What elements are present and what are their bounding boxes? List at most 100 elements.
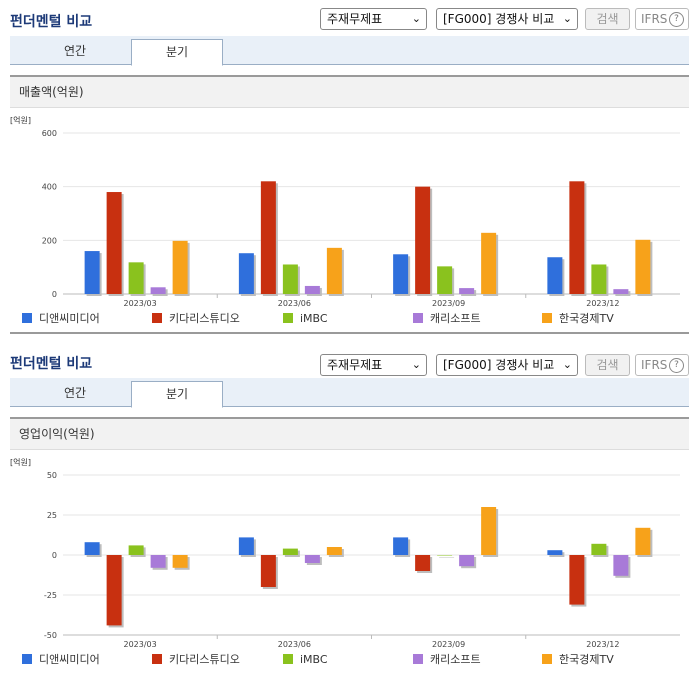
bar (459, 288, 475, 294)
fundamental-panel-operating-income: 펀더멘털 비교 주재무제표 ⌄ [FG000] 경쟁사 비교 ⌄ 검색 IFRS… (0, 342, 696, 684)
x-tick-label: 2023/09 (432, 299, 465, 308)
y-tick-label: 200 (42, 236, 57, 245)
peer-select[interactable]: [FG000] 경쟁사 비교 ⌄ (436, 354, 578, 376)
bar (613, 289, 629, 294)
tab-quarter[interactable]: 분기 (131, 381, 223, 408)
legend-label: 한국경제TV (559, 653, 614, 666)
bar (260, 181, 276, 294)
legend-swatch (22, 313, 32, 323)
x-tick-label: 2023/12 (586, 640, 619, 649)
bar (238, 537, 254, 555)
search-button[interactable]: 검색 (585, 8, 630, 30)
y-tick-label: 50 (47, 471, 57, 480)
help-icon[interactable]: ? (669, 12, 684, 27)
bar (260, 555, 276, 587)
y-axis-unit-label: [억원] (10, 457, 31, 467)
y-tick-label: 600 (42, 129, 57, 138)
bar (481, 232, 497, 294)
bar (172, 240, 188, 294)
legend-swatch (413, 313, 423, 323)
tab-annual[interactable]: 연간 (63, 44, 87, 58)
legend-swatch (22, 654, 32, 664)
bar (304, 285, 320, 294)
y-tick-label: 0 (52, 290, 57, 299)
period-tabs: 연간 분기 (10, 36, 689, 66)
ifrs-label: IFRS (641, 358, 668, 372)
search-button[interactable]: 검색 (585, 354, 630, 376)
legend-label: 키다리스튜디오 (169, 312, 240, 325)
ifrs-button[interactable]: IFRS ? (635, 8, 689, 30)
y-axis-unit-label: [억원] (10, 115, 31, 125)
chart-title: 매출액(억원) (10, 77, 689, 108)
bar (635, 239, 651, 294)
period-tabs: 연간 분기 (10, 378, 689, 408)
legend-swatch (152, 654, 162, 664)
statement-select[interactable]: 주재무제표 ⌄ (320, 8, 427, 30)
legend-label: 키다리스튜디오 (169, 653, 240, 666)
x-tick-label: 2023/03 (124, 299, 157, 308)
tab-annual[interactable]: 연간 (63, 386, 87, 400)
chevron-down-icon: ⌄ (562, 12, 572, 25)
bar (106, 192, 122, 294)
legend-swatch (283, 654, 293, 664)
bar (547, 257, 563, 294)
bar (282, 548, 298, 555)
bar (569, 555, 585, 605)
x-tick-label: 2023/03 (124, 640, 157, 649)
panel-header: 펀더멘털 비교 주재무제표 ⌄ [FG000] 경쟁사 비교 ⌄ 검색 IFRS… (10, 8, 690, 32)
statement-select-value: 주재무제표 (327, 12, 383, 26)
x-tick-label: 2023/09 (432, 640, 465, 649)
bar (437, 555, 453, 556)
bar (150, 287, 166, 294)
peer-select-value: [FG000] 경쟁사 비교 (443, 12, 555, 26)
help-icon[interactable]: ? (669, 358, 684, 373)
y-tick-label: 400 (42, 183, 57, 192)
bar (613, 555, 629, 576)
y-tick-label: 0 (52, 551, 57, 560)
bar (238, 253, 254, 294)
legend-label: iMBC (300, 312, 328, 325)
legend-swatch (542, 313, 552, 323)
bar (326, 247, 342, 294)
peer-select[interactable]: [FG000] 경쟁사 비교 ⌄ (436, 8, 578, 30)
legend-swatch (152, 313, 162, 323)
y-tick-label: 25 (47, 511, 57, 520)
panel-header: 펀더멘털 비교 주재무제표 ⌄ [FG000] 경쟁사 비교 ⌄ 검색 IFRS… (10, 350, 690, 376)
y-tick-label: -25 (44, 591, 57, 600)
revenue-chart: [억원] 0 200 400 600 2023/03 2023/06 2023/09 2023/… (10, 115, 680, 325)
bar (481, 507, 497, 555)
bar (569, 181, 585, 294)
bar (84, 542, 100, 555)
peer-select-value: [FG000] 경쟁사 비교 (443, 358, 555, 372)
chevron-down-icon: ⌄ (562, 358, 572, 371)
statement-select[interactable]: 주재무제표 ⌄ (320, 354, 427, 376)
legend-label: 디앤씨미디어 (39, 653, 100, 666)
bar (172, 555, 188, 568)
bar (393, 537, 409, 555)
statement-select-value: 주재무제표 (327, 358, 383, 372)
panel-title: 펀더멘털 비교 (10, 14, 93, 30)
divider (10, 332, 689, 334)
legend-swatch (542, 654, 552, 664)
bar (304, 555, 320, 563)
legend-label: 캐리소프트 (430, 653, 481, 666)
panel-title: 펀더멘털 비교 (10, 356, 93, 372)
chart-container: 영업이익(억원) (10, 417, 689, 450)
tab-quarter[interactable]: 분기 (131, 39, 223, 66)
legend-swatch (413, 654, 423, 664)
chart-container: 매출액(억원) (10, 75, 689, 108)
bar (128, 262, 144, 294)
x-tick-label: 2023/12 (586, 299, 619, 308)
ifrs-button[interactable]: IFRS ? (635, 354, 689, 376)
bar (106, 555, 122, 626)
bar (326, 547, 342, 555)
chevron-down-icon: ⌄ (411, 358, 421, 371)
bar (591, 264, 607, 294)
bar (415, 186, 431, 294)
operating-income-chart: [억원] -50 -25 0 25 50 2023/03 2023/06 2023/09 2023… (10, 457, 680, 666)
bar (128, 545, 144, 555)
bar (547, 550, 563, 555)
bar (415, 555, 431, 571)
chart-title: 영업이익(억원) (10, 419, 689, 450)
fundamental-panel-revenue: 펀더멘털 비교 주재무제표 ⌄ [FG000] 경쟁사 비교 ⌄ 검색 IFRS… (0, 0, 696, 336)
